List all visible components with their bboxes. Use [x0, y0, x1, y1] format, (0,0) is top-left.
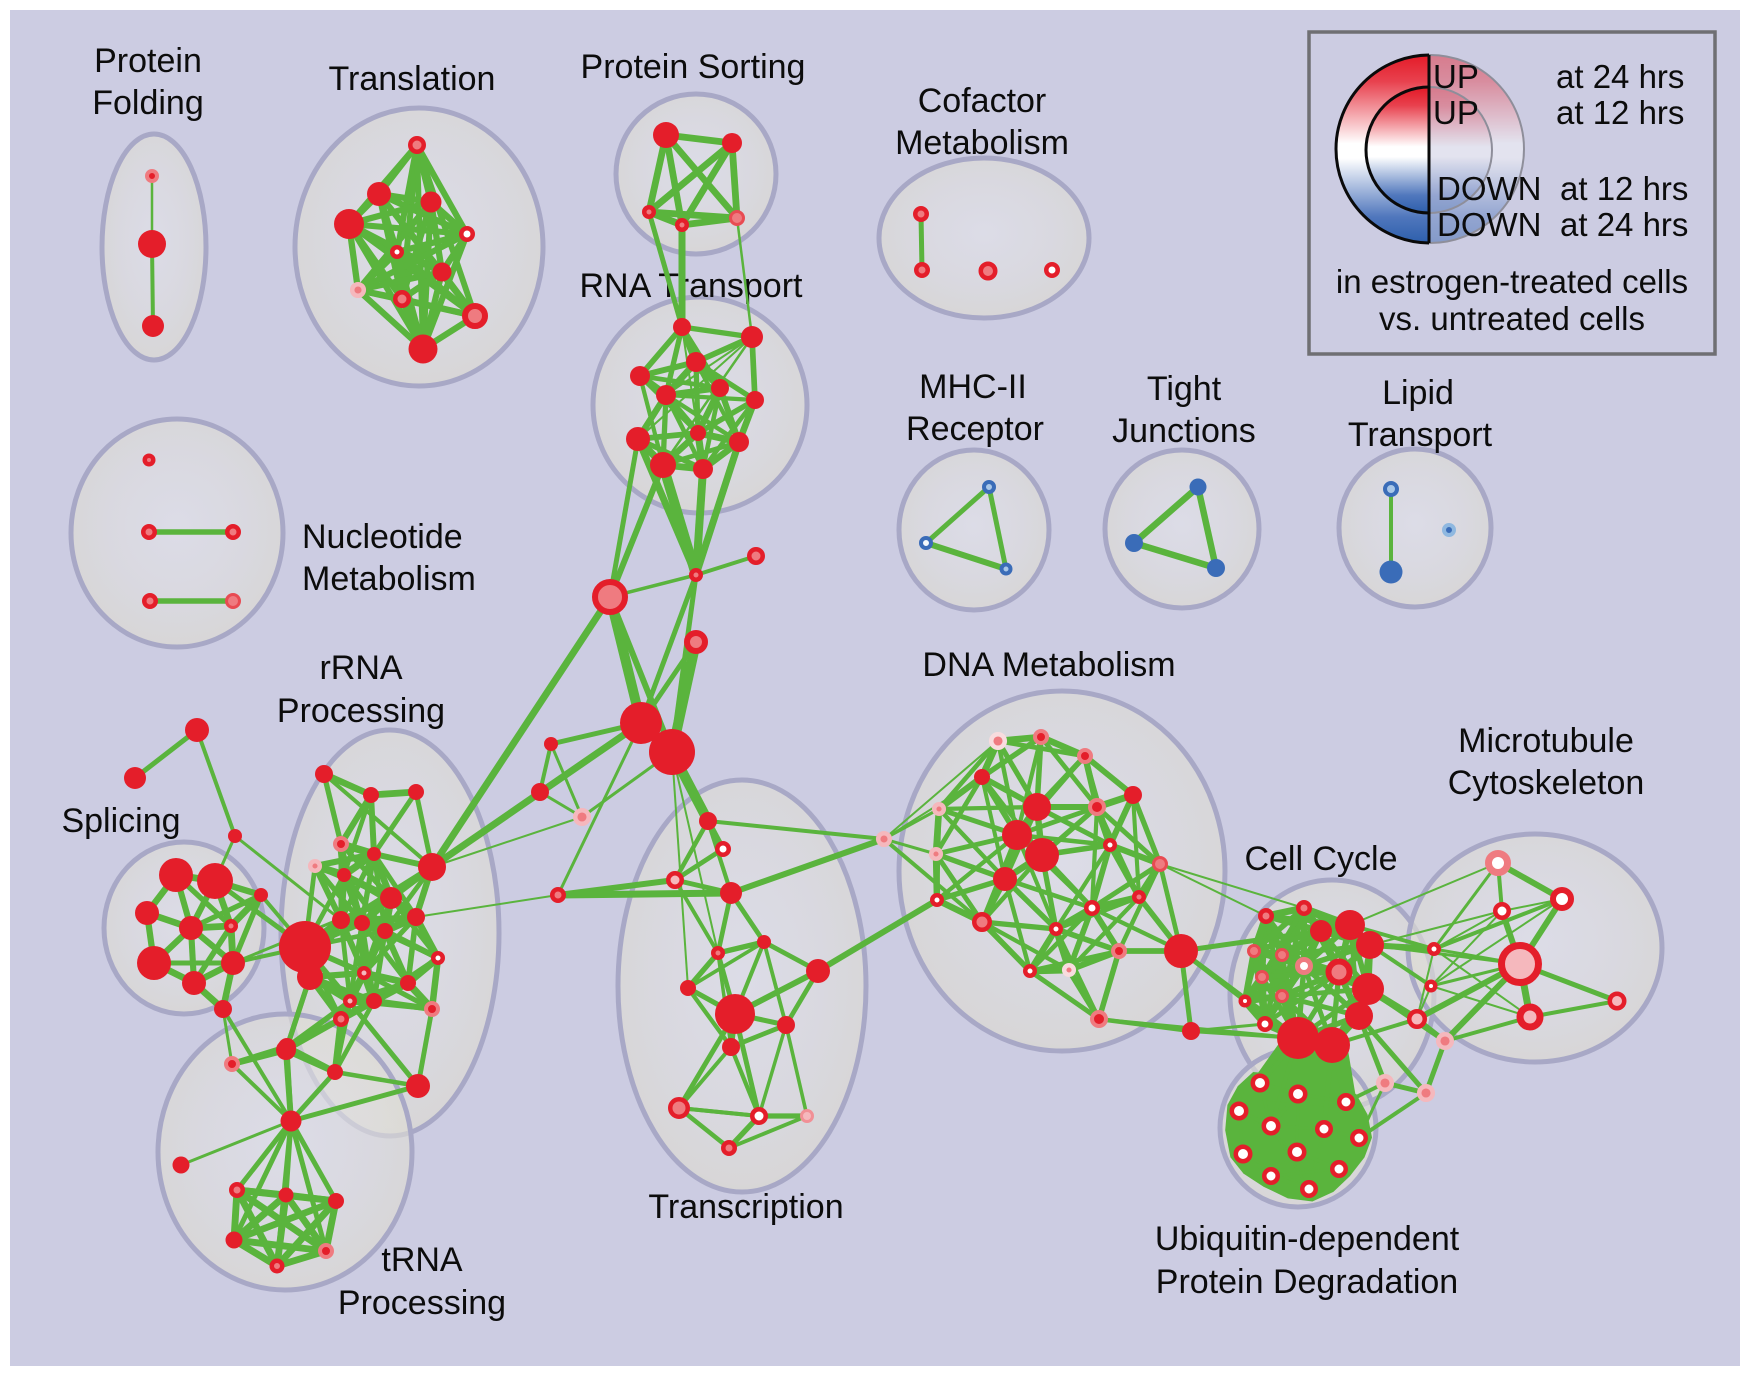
svg-text:in estrogen-treated cells: in estrogen-treated cells: [1336, 263, 1688, 300]
svg-text:DOWN: DOWN: [1437, 170, 1541, 207]
svg-text:Processing: Processing: [277, 692, 445, 730]
svg-text:at 12 hrs: at 12 hrs: [1556, 94, 1684, 131]
svg-text:tRNA: tRNA: [381, 1241, 463, 1279]
svg-text:Microtubule: Microtubule: [1458, 722, 1634, 760]
svg-text:rRNA: rRNA: [319, 649, 402, 687]
svg-text:UP: UP: [1433, 58, 1479, 95]
svg-text:Transport: Transport: [1348, 416, 1493, 454]
svg-text:Cell Cycle: Cell Cycle: [1244, 840, 1397, 878]
svg-text:DNA Metabolism: DNA Metabolism: [922, 646, 1175, 684]
svg-text:at 12 hrs: at 12 hrs: [1560, 170, 1688, 207]
svg-text:Protein: Protein: [94, 42, 202, 80]
svg-text:Nucleotide: Nucleotide: [302, 518, 463, 556]
svg-text:Cytoskeleton: Cytoskeleton: [1448, 764, 1645, 802]
svg-text:at 24 hrs: at 24 hrs: [1556, 58, 1684, 95]
svg-text:Lipid: Lipid: [1382, 374, 1454, 412]
svg-text:Transcription: Transcription: [648, 1188, 843, 1226]
svg-text:Tight: Tight: [1147, 370, 1222, 408]
svg-text:RNA Transport: RNA Transport: [580, 267, 804, 305]
svg-text:Protein Degradation: Protein Degradation: [1156, 1263, 1458, 1301]
svg-text:MHC-II: MHC-II: [919, 368, 1027, 406]
svg-text:Metabolism: Metabolism: [302, 560, 476, 598]
svg-text:at 24 hrs: at 24 hrs: [1560, 206, 1688, 243]
svg-text:Metabolism: Metabolism: [895, 124, 1069, 162]
svg-text:Junctions: Junctions: [1112, 412, 1256, 450]
svg-text:vs. untreated cells: vs. untreated cells: [1379, 300, 1645, 337]
svg-text:Protein Sorting: Protein Sorting: [581, 48, 806, 86]
svg-text:DOWN: DOWN: [1437, 206, 1541, 243]
svg-text:Ubiquitin-dependent: Ubiquitin-dependent: [1155, 1220, 1460, 1258]
svg-text:Translation: Translation: [329, 60, 496, 98]
svg-text:Splicing: Splicing: [61, 802, 180, 840]
svg-text:UP: UP: [1433, 94, 1479, 131]
svg-text:Folding: Folding: [92, 84, 204, 122]
svg-text:Processing: Processing: [338, 1284, 506, 1322]
svg-text:Cofactor: Cofactor: [918, 82, 1047, 120]
svg-text:Receptor: Receptor: [906, 410, 1044, 448]
